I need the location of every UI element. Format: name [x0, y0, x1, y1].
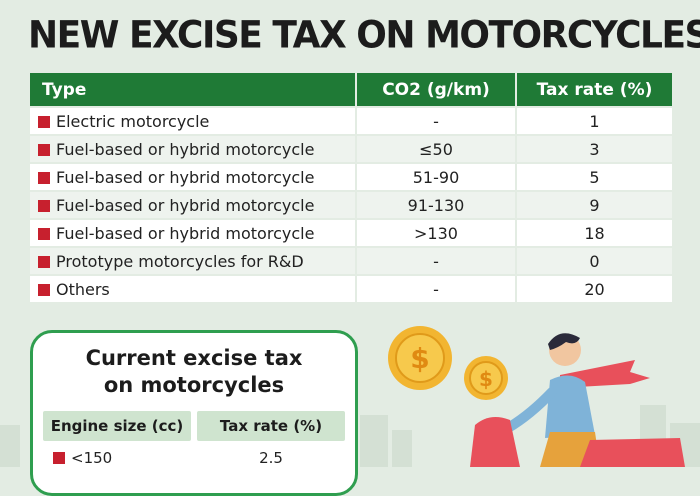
header-type: Type	[30, 73, 357, 107]
bullet-icon	[38, 115, 50, 128]
current-tax-title-line2: on motorcycles	[103, 373, 285, 397]
type-cell: Fuel-based or hybrid motorcycle	[56, 195, 315, 215]
bullet-icon	[38, 143, 50, 156]
type-cell: Prototype motorcycles for R&D	[56, 251, 304, 271]
header-tax-rate: Tax rate (%)	[516, 73, 672, 107]
header-engine-size: Engine size (cc)	[43, 411, 191, 441]
rate-cell: 20	[516, 274, 672, 302]
current-tax-title: Current excise tax on motorcycles	[33, 345, 355, 399]
current-rate-cell: 2.5	[259, 449, 283, 467]
co2-cell: -	[356, 106, 517, 135]
type-cell: Fuel-based or hybrid motorcycle	[56, 223, 315, 243]
table-row: Electric motorcycle - 1	[30, 106, 672, 135]
type-cell: Electric motorcycle	[56, 111, 210, 131]
table-row: Fuel-based or hybrid motorcycle 91-130 9	[30, 190, 672, 219]
table-row: Prototype motorcycles for R&D - 0	[30, 246, 672, 275]
type-cell: Fuel-based or hybrid motorcycle	[56, 139, 315, 159]
engine-size-cell: <150	[53, 449, 112, 467]
table-row: Fuel-based or hybrid motorcycle >130 18	[30, 218, 672, 247]
page-title: NEW EXCISE TAX ON MOTORCYCLES	[28, 14, 700, 58]
bullet-icon	[38, 255, 50, 268]
rate-cell: 9	[516, 190, 672, 219]
header-co2: CO2 (g/km)	[356, 73, 517, 107]
co2-cell: >130	[356, 218, 517, 247]
type-cell: Fuel-based or hybrid motorcycle	[56, 167, 315, 187]
co2-cell: -	[356, 274, 517, 302]
bullet-icon	[53, 452, 65, 464]
excise-tax-table: Type CO2 (g/km) Tax rate (%) Electric mo…	[30, 73, 672, 302]
header-current-tax-rate: Tax rate (%)	[197, 411, 345, 441]
rate-cell: 1	[516, 106, 672, 135]
co2-cell: 51-90	[356, 162, 517, 191]
rate-cell: 18	[516, 218, 672, 247]
current-excise-tax-box: Current excise tax on motorcycles Engine…	[30, 330, 358, 496]
table-row: Fuel-based or hybrid motorcycle ≤50 3	[30, 134, 672, 163]
bullet-icon	[38, 283, 50, 296]
engine-size-value: <150	[71, 449, 113, 467]
svg-text:$: $	[479, 367, 493, 391]
rate-cell: 5	[516, 162, 672, 191]
table-row: Others - 20	[30, 274, 672, 302]
svg-text:$: $	[410, 342, 429, 375]
rate-cell: 3	[516, 134, 672, 163]
co2-cell: ≤50	[356, 134, 517, 163]
bullet-icon	[38, 171, 50, 184]
dollar-coin-icon: $	[464, 356, 508, 400]
co2-cell: 91-130	[356, 190, 517, 219]
current-tax-title-line1: Current excise tax	[85, 346, 303, 370]
co2-cell: -	[356, 246, 517, 275]
rider-illustration: $ $	[388, 326, 685, 467]
bullet-icon	[38, 227, 50, 240]
rate-cell: 0	[516, 246, 672, 275]
dollar-coin-icon: $	[388, 326, 452, 390]
table-row: Fuel-based or hybrid motorcycle 51-90 5	[30, 162, 672, 191]
bullet-icon	[38, 199, 50, 212]
type-cell: Others	[56, 279, 110, 299]
